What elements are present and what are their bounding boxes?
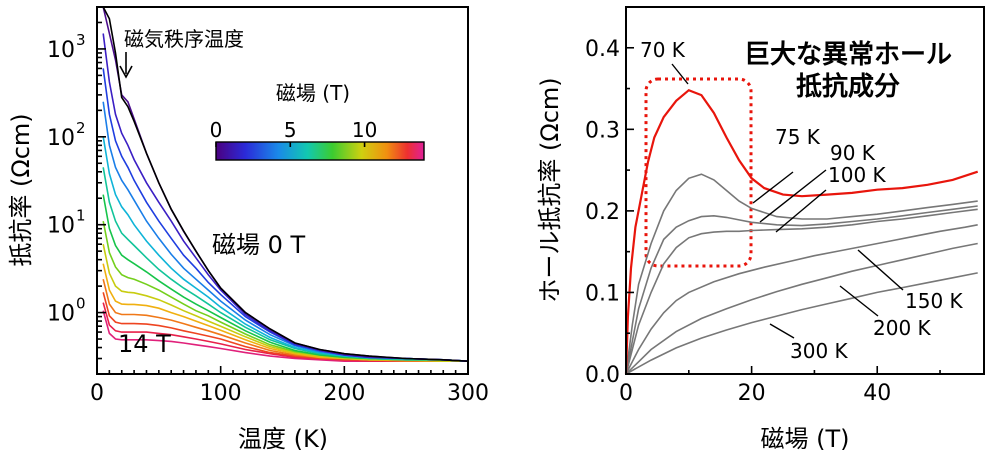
y-tick-label: 0.1 (585, 281, 620, 306)
y-tick-label: 10 (47, 38, 75, 63)
y-tick-label: 10 (47, 302, 75, 327)
ordering-arrow-head (119, 65, 133, 79)
leader-75K (752, 171, 794, 204)
y-tick-label: 10 (47, 214, 75, 239)
leader-70K (671, 63, 689, 85)
resistivity-plot-frame (96, 6, 469, 375)
hall-plot-frame (625, 6, 985, 375)
y-tick-label: 0.2 (585, 200, 620, 225)
colorbar-tick-label: 10 (352, 118, 377, 142)
y-tick-exponent: 2 (76, 119, 86, 137)
resistivity-x-axis-label: 温度 (K) (238, 425, 328, 453)
label-90K: 90 K (830, 141, 876, 165)
max-field-label: 14 T (118, 330, 171, 358)
resistivity-series-2T (102, 33, 469, 362)
zero-field-label: 磁場 0 T (212, 231, 306, 259)
hall-ticks: 0 20 40 0.0 0.1 0.2 0.3 0.4 (585, 6, 941, 406)
leader-100K (775, 189, 827, 233)
leader-150K (857, 249, 904, 291)
x-tick-label: 100 (200, 381, 242, 406)
label-75K: 75 K (775, 125, 821, 149)
x-tick-label: 0 (90, 381, 104, 406)
anomalous-hall-highlight-box (644, 77, 753, 268)
hall-series-70K (624, 88, 979, 375)
y-tick-label: 10 (47, 126, 75, 151)
resistivity-series-9T (102, 244, 468, 363)
label-70K: 70 K (640, 38, 686, 62)
y-tick-label: 0.4 (585, 37, 620, 62)
leader-300K (769, 323, 795, 339)
anomalous-hall-title-line2: 抵抗成分 (796, 71, 900, 102)
y-tick-exponent: 3 (76, 31, 86, 49)
y-tick-label: 0.0 (585, 363, 620, 388)
leader-90K (759, 169, 827, 223)
x-tick-label: 20 (738, 381, 766, 406)
magnetic-ordering-label: 磁気秩序温度 (124, 27, 244, 51)
x-tick-label: 300 (447, 381, 489, 406)
label-300K: 300 K (790, 339, 849, 363)
colorbar-ticks: 0 5 10 (210, 118, 377, 147)
hall-series-200K (625, 242, 978, 375)
hall-chart: 0 20 40 0.0 0.1 0.2 0.3 0.4 磁場 (T) ホール抵抗率 (Ωcm)… (536, 6, 985, 453)
anomalous-hall-title-line1: 巨大な異常ホール (744, 40, 952, 70)
hall-series-150K (625, 224, 978, 375)
resistivity-series-0T (102, 6, 469, 362)
label-100K: 100 K (828, 163, 887, 187)
y-tick-exponent: 0 (76, 295, 86, 313)
label-150K: 150 K (905, 289, 964, 313)
y-tick-exponent: 1 (76, 207, 86, 225)
hall-series-90K (625, 205, 978, 375)
hall-series-group (624, 88, 979, 375)
x-tick-label: 0 (619, 381, 633, 406)
resistivity-y-axis-label: 抵抗率 (Ωcm) (7, 113, 35, 266)
hall-series-75K (625, 173, 978, 375)
colorbar-title: 磁場 (T) (276, 81, 350, 105)
label-200K: 200 K (873, 316, 932, 340)
hall-series-300K (625, 272, 978, 375)
y-tick-label: 0.3 (585, 118, 620, 143)
hall-x-axis-label: 磁場 (T) (760, 425, 849, 453)
colorbar-tick-label: 5 (284, 118, 297, 142)
x-tick-label: 200 (323, 381, 365, 406)
hall-y-axis-label: ホール抵抗率 (Ωcm) (536, 77, 564, 302)
hall-series-100K (625, 208, 978, 375)
colorbar-tick-label: 0 (210, 118, 223, 142)
resistivity-series-group (102, 6, 469, 363)
x-tick-label: 40 (863, 381, 891, 406)
leader-200K (839, 285, 879, 317)
colorbar (215, 141, 425, 161)
